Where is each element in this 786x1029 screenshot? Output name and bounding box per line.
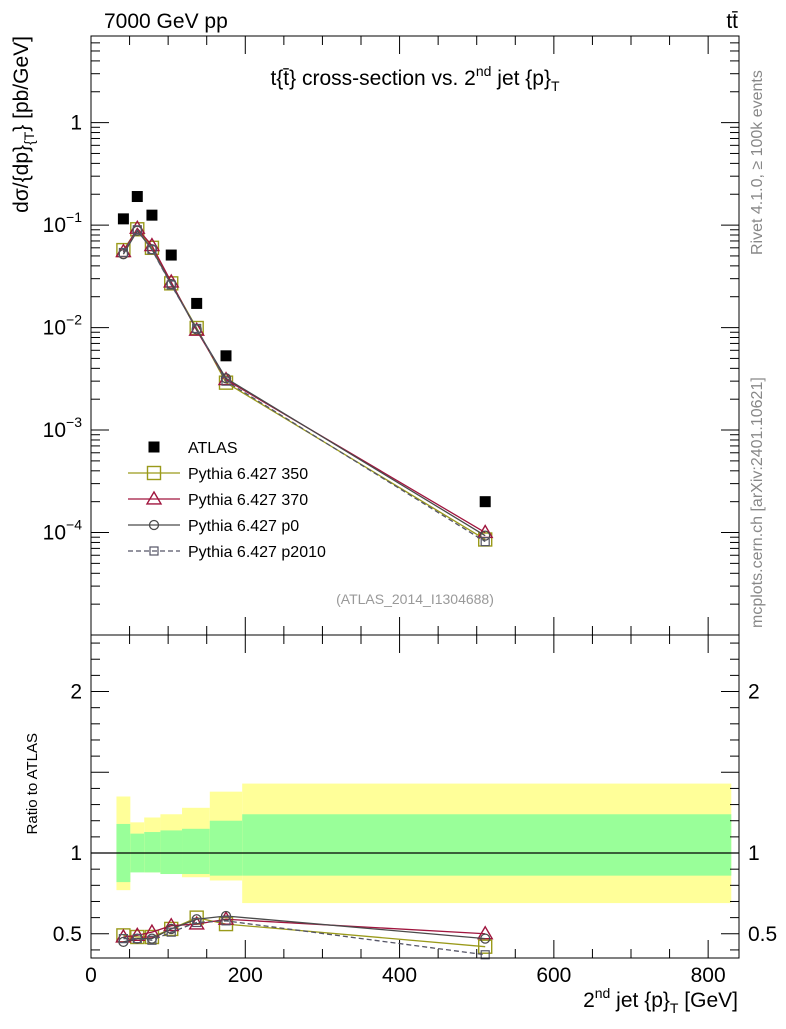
ratio-series-0 [116,910,493,954]
x-axis-label: 2nd jet {p}T [GeV] [583,985,738,1016]
legend-entry-label: Pythia 6.427 p0 [188,518,299,535]
main-data-point [480,537,490,547]
main-data-point [147,245,157,255]
main-y-tick-label: 10−1 [43,209,83,237]
main-series-group [115,191,494,547]
legend-entry-label: Pythia 6.427 p2010 [188,544,326,561]
analysis-watermark: (ATLAS_2014_I1304688) [336,591,494,607]
legend-marker [148,519,160,531]
main-data-point [165,249,177,261]
main-axis-ticks: 10−4 10−3 10−2 10−1 1 [43,35,739,636]
legend-entry-label: Pythia 6.427 370 [188,492,308,509]
process-label: tt̄ [726,10,738,33]
ratio-data-point [476,925,494,940]
rivet-label: Rivet 4.1.0, ≥ 100k events [749,70,766,255]
chart-title: t{t̄} cross-section vs. 2nd jet {p}T [270,63,560,94]
legend-marker [145,490,163,505]
ratio-series-line [123,918,486,938]
main-panel: t{t̄} cross-section vs. 2nd jet {p}T dσ/… [10,35,740,636]
legend-entry-label: ATLAS [188,440,238,457]
ratio-data-point [480,933,491,944]
x-tick-label: 200 [228,964,263,987]
ratio-data-point [163,917,180,932]
ratio-y-tick-label-left: 0.5 [53,923,82,946]
ratio-data-point [132,934,142,944]
main-series-4 [118,225,490,547]
x-tick-label: 800 [691,964,726,987]
ratio-y-tick-label-right: 0.5 [748,923,777,946]
ratio-data-point [480,950,490,960]
main-data-point [166,280,176,290]
ratio-series-line [123,915,486,943]
legend-marker [146,465,162,481]
x-tick-label: 600 [536,964,571,987]
main-data-point [131,191,143,203]
main-data-point [192,323,202,334]
ratio-frame [90,634,740,959]
ratio-data-point [478,939,493,954]
main-data-point [164,276,179,291]
energy-label: 7000 GeV pp [104,10,228,33]
x-tick-label: 0 [85,964,97,987]
legend: ATLAS Pythia 6.427 350 Pythia 6.427 370 Pyt… [128,440,326,561]
ratio-band-inner [242,814,732,876]
ratio-y-tick-label-right: 2 [748,681,760,704]
ratio-band-inner [160,830,183,875]
ratio-panel: 0.5 0.5 1 1 2 2 0 200 400 600 800 Ratio to ATLAS 2… [24,634,777,1016]
ratio-band-inner [182,828,210,875]
ratio-series-group [115,910,494,960]
legend-marker [149,546,159,556]
ratio-band-inner [209,820,243,876]
main-series-line [122,227,486,534]
x-tick-label: 400 [382,964,417,987]
main-data-point [479,496,491,508]
main-data-point [132,225,142,235]
ratio-series-3 [118,916,490,960]
main-y-tick-label: 10−3 [43,414,83,442]
ratio-y-axis-label: Ratio to ATLAS [24,733,41,834]
main-data-point [480,530,491,541]
main-data-point [191,297,203,309]
main-series-2 [115,219,494,539]
ratio-series-1 [115,910,494,943]
ratio-data-point [192,917,202,928]
ratio-data-point [221,916,231,926]
ratio-y-tick-label-left: 2 [70,681,82,704]
ratio-series-2 [118,910,491,947]
main-series-line [122,228,486,543]
ratio-y-tick-label-right: 1 [748,842,760,865]
ratio-data-point [118,934,129,944]
main-data-point [117,213,129,225]
legend-entry-label: Pythia 6.427 350 [188,466,308,483]
legend-marker [148,441,160,453]
ratio-data-point [147,935,157,945]
main-data-point [221,376,231,386]
main-data-point [118,247,129,258]
main-y-tick-label: 1 [70,112,82,135]
ratio-y-tick-label-left: 1 [70,842,82,865]
main-y-tick-label: 10−4 [43,517,83,545]
ratio-bands [91,783,739,904]
main-y-tick-label: 10−2 [43,312,83,340]
ratio-series-line [123,920,486,956]
ratio-band-inner [144,832,161,873]
main-series-0 [117,191,491,508]
ratio-data-point [143,923,161,938]
mcplots-label: mcplots.cern.ch [arXiv:2401.10621] [749,377,766,628]
ratio-data-point [166,927,176,937]
y-axis-label: dσ/{dp}{T} [pb/GeV] [10,36,37,213]
ratio-axis-ticks: 0.5 0.5 1 1 2 2 0 200 400 600 800 [53,635,777,987]
main-data-point [220,350,232,362]
main-data-point [146,209,158,221]
